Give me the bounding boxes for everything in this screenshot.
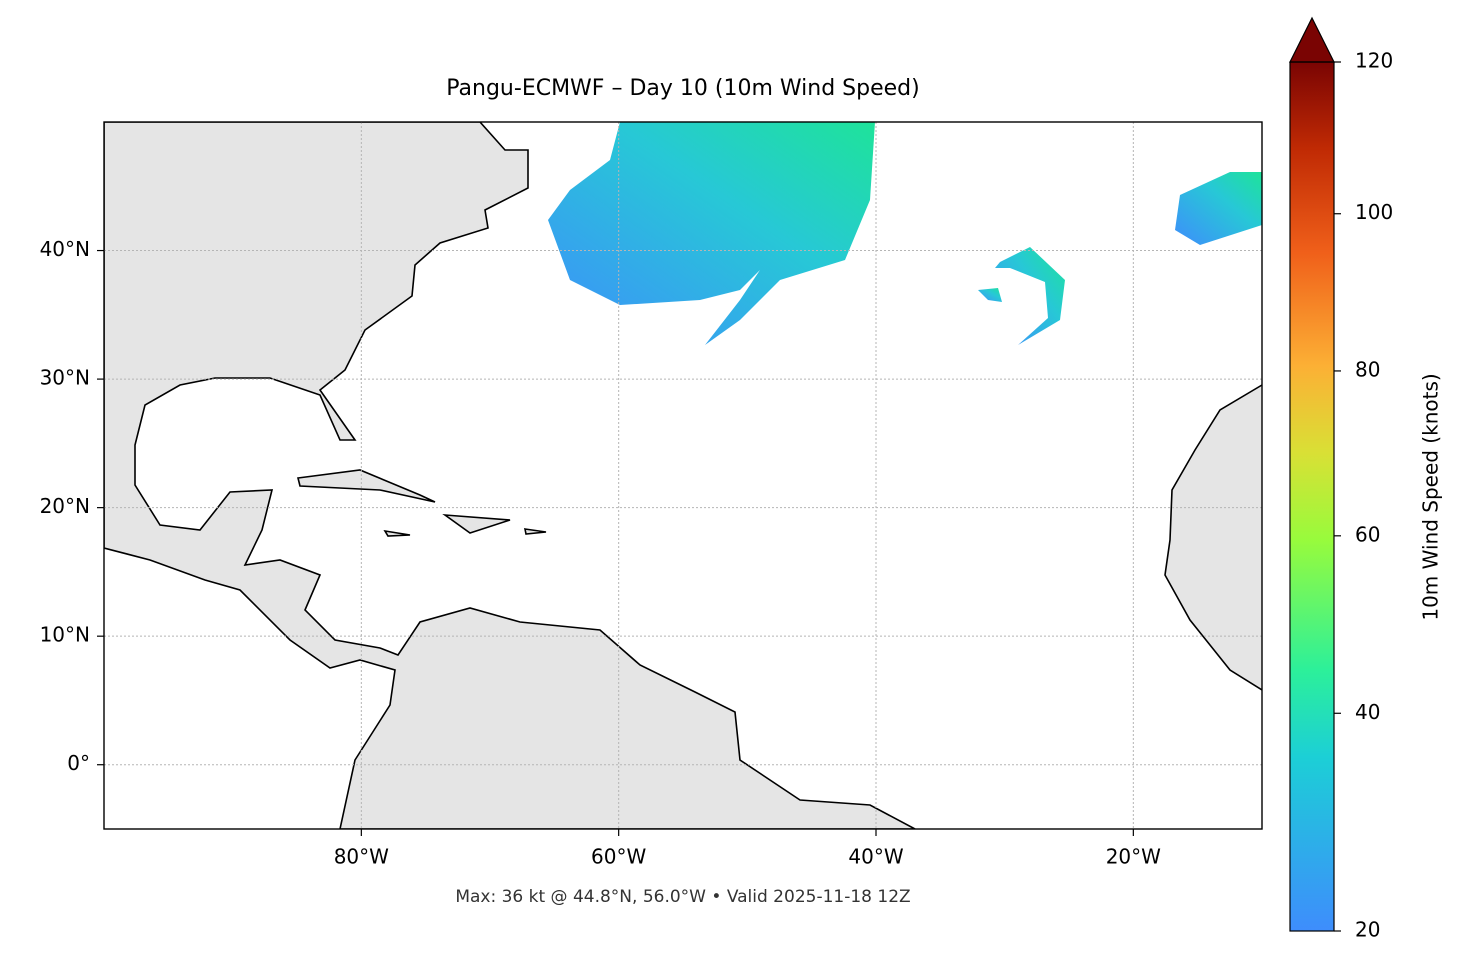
- chart-title: Pangu-ECMWF – Day 10 (10m Wind Speed): [446, 76, 919, 101]
- grid: [104, 122, 1262, 829]
- map: [104, 122, 1262, 829]
- y-tick-label: 30°N: [40, 366, 90, 390]
- colorbar: [1290, 62, 1334, 931]
- land: [523, 528, 547, 535]
- colorbar-tick-label: 40: [1355, 700, 1380, 724]
- colorbar-tick-label: 100: [1355, 200, 1393, 224]
- colorbar-label: 10m Wind Speed (knots): [1419, 373, 1443, 620]
- footer-note: Max: 36 kt @ 44.8°N, 56.0°W • Valid 2025…: [455, 887, 910, 907]
- y-tick-label: 20°N: [40, 494, 90, 518]
- colorbar-tick-label: 80: [1355, 357, 1380, 381]
- land: [442, 513, 511, 534]
- x-tick-label: 20°W: [1106, 845, 1161, 869]
- y-tick-label: 0°: [67, 751, 90, 775]
- x-tick-label: 40°W: [848, 845, 903, 869]
- land: [1164, 384, 1262, 691]
- x-tick-label: 80°W: [334, 845, 389, 869]
- colorbar-tick-label: 20: [1355, 918, 1380, 942]
- land: [383, 529, 411, 537]
- land: [104, 122, 916, 829]
- wind-field: [548, 122, 1262, 345]
- y-tick-label: 40°N: [40, 237, 90, 261]
- x-tick-label: 60°W: [591, 845, 646, 869]
- colorbar-frame: [1289, 61, 1335, 932]
- colorbar-extend: [1289, 16, 1335, 63]
- colorbar-tick-label: 60: [1355, 522, 1380, 546]
- colorbar-tick-label: 120: [1355, 49, 1393, 73]
- land: [297, 469, 436, 503]
- y-tick-label: 10°N: [40, 623, 90, 647]
- map-frame: [103, 121, 1263, 830]
